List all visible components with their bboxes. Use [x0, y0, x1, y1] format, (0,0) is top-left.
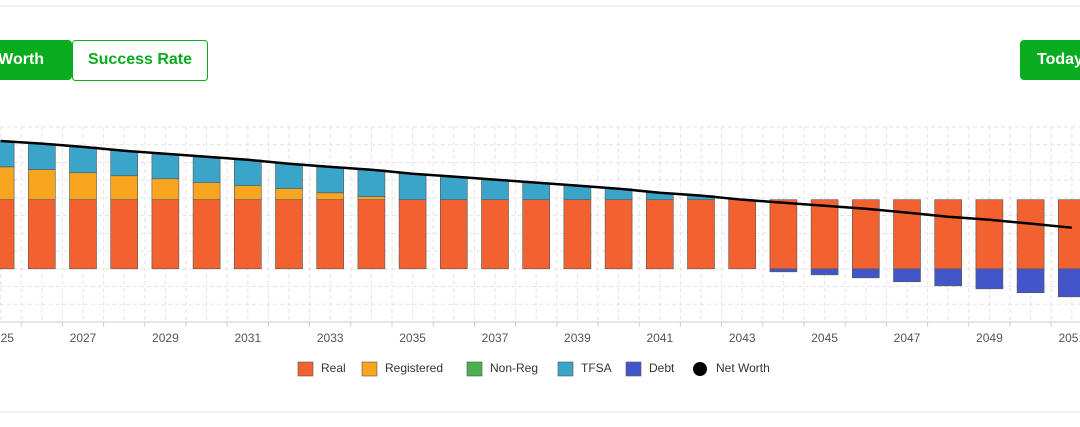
bar-segment [604, 199, 633, 270]
bar-segment [275, 188, 303, 200]
success-rate-button[interactable] [72, 40, 208, 81]
x-tick-label: 2039 [564, 331, 591, 345]
bar-segment [357, 169, 386, 197]
bar-segment [563, 199, 592, 270]
bar-segment [522, 199, 551, 270]
bar-segment [1016, 199, 1045, 270]
x-tick-label: 2043 [729, 331, 756, 345]
bar-segment [0, 166, 15, 200]
bar-segment [316, 166, 345, 194]
x-tick-label: 2041 [646, 331, 673, 345]
bar-segment [687, 199, 715, 270]
x-tick-label: 2035 [399, 331, 426, 345]
bar-segment [110, 150, 138, 177]
bar-segment [357, 199, 386, 270]
bar-segment [316, 199, 345, 270]
legend-label: Real [321, 361, 346, 375]
bar-segment [27, 143, 56, 170]
today-button[interactable] [1020, 40, 1080, 80]
bar-segment [851, 268, 880, 279]
bar-segment [934, 268, 963, 287]
x-tick-label: 2033 [317, 331, 344, 345]
x-tick-label: 2031 [234, 331, 261, 345]
legend-label: Registered [385, 361, 443, 375]
bar-segment [192, 156, 221, 183]
bar-segment [234, 185, 262, 200]
bar-segment [275, 199, 303, 270]
bar-segment [975, 268, 1004, 290]
bar-segment [1058, 199, 1080, 270]
bar-segment [110, 175, 138, 200]
legend-label: TFSA [581, 361, 612, 375]
x-tick-label: 2027 [70, 331, 97, 345]
bar-segment [151, 199, 180, 270]
bar-segment [769, 268, 798, 273]
x-tick-label: 2037 [482, 331, 509, 345]
bar-segment [481, 199, 509, 270]
bar-segment [151, 153, 180, 180]
bar-segment [316, 192, 345, 200]
bar-segment [893, 268, 921, 283]
bar-segment [192, 199, 221, 270]
legend-swatch [557, 361, 574, 377]
legend-label: Net Worth [716, 361, 770, 375]
bar-segment [69, 199, 97, 270]
bar-segment [234, 159, 262, 186]
today-label[interactable]: Today [1037, 51, 1080, 68]
bar-segment [1058, 268, 1080, 298]
bar-segment [728, 199, 757, 270]
bar-segment [110, 199, 138, 270]
bar-segment [151, 178, 180, 200]
legend-label: Debt [649, 361, 675, 375]
net-worth-label[interactable]: Net Worth [0, 51, 44, 68]
legend-swatch [361, 361, 378, 377]
legend-swatch [466, 361, 483, 377]
bar-segment [810, 199, 839, 270]
x-tick-label: 2045 [811, 331, 838, 345]
x-tick-label: 2029 [152, 331, 179, 345]
bar-segment [192, 182, 221, 200]
legend-swatch [693, 362, 707, 376]
bar-segment [934, 199, 963, 270]
bar-segment [398, 173, 427, 200]
bar-segment [481, 179, 509, 200]
legend-swatch [625, 361, 642, 377]
legend-label: Non-Reg [490, 361, 538, 375]
bar-segment [69, 172, 97, 200]
x-tick-label: 2047 [894, 331, 921, 345]
legend-swatch [297, 361, 314, 377]
bar-segment [357, 196, 386, 200]
bar-segment [563, 185, 592, 200]
bar-segment [27, 199, 56, 270]
bar-segment [975, 199, 1004, 270]
net-worth-button[interactable] [0, 40, 72, 80]
x-tick-label: 2049 [976, 331, 1003, 345]
x-tick-label: 2025 [0, 331, 14, 345]
bar-segment [522, 182, 551, 200]
bar-segment [275, 163, 303, 189]
bar-segment [439, 176, 468, 200]
bar-segment [69, 146, 97, 174]
bar-segment [1016, 268, 1045, 294]
bar-segment [439, 199, 468, 270]
net-worth-line [0, 139, 1072, 229]
bar-segment [893, 199, 921, 270]
bar-segment [27, 169, 56, 200]
x-tick-label: 2051 [1058, 331, 1080, 345]
success-rate-label[interactable]: Success Rate [88, 51, 192, 68]
bar-segment [810, 268, 839, 276]
bar-segment [0, 199, 15, 270]
bar-segment [398, 199, 427, 270]
bar-segment [0, 140, 15, 168]
bar-segment [645, 199, 674, 270]
bar-segment [234, 199, 262, 270]
bar-segment [769, 199, 798, 270]
